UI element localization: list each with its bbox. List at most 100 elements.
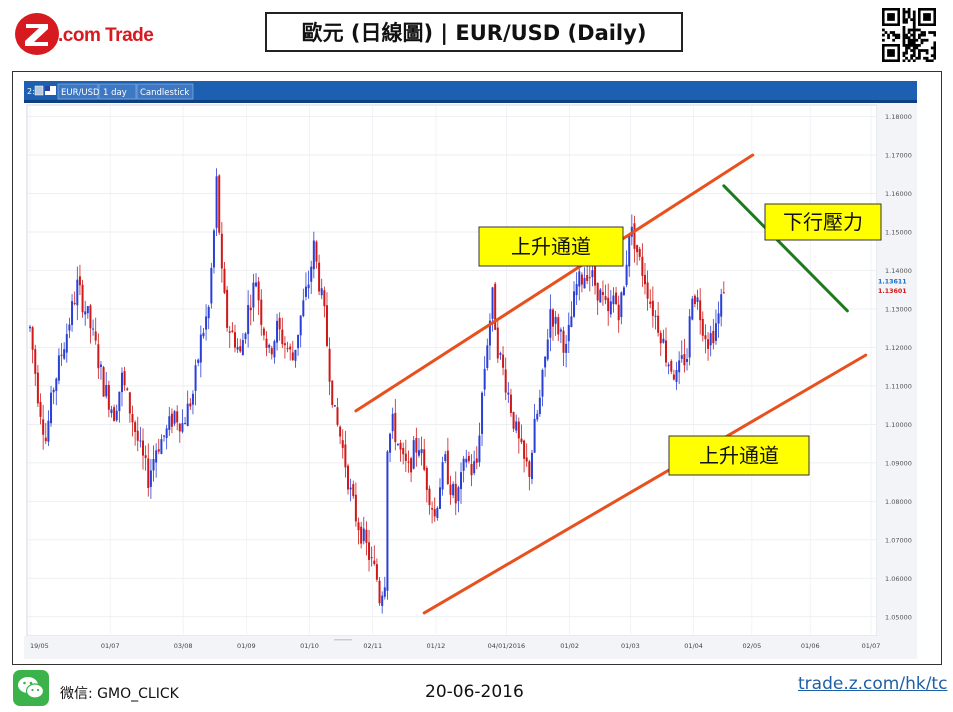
candle-body	[247, 304, 250, 335]
candle-body	[551, 309, 554, 327]
candle-body	[620, 292, 623, 318]
candle-body	[63, 349, 66, 359]
qr-module	[910, 18, 914, 22]
qr-module	[907, 8, 911, 11]
candle-body	[399, 442, 402, 450]
x-tick-label: 02/05	[743, 642, 762, 650]
qr-module	[912, 49, 916, 52]
candle-body	[638, 248, 641, 257]
qr-module	[902, 20, 906, 24]
qr-module	[907, 46, 911, 50]
candle-body	[155, 450, 158, 463]
candle-body	[149, 470, 152, 487]
qr-module	[912, 44, 916, 47]
candle-body	[438, 487, 441, 509]
candle-body	[210, 267, 213, 304]
candle-body	[178, 423, 181, 432]
qr-module	[918, 54, 921, 58]
candle-body	[659, 332, 662, 344]
logo-text-com-trade: .com Trade	[58, 25, 154, 46]
qr-module	[907, 38, 911, 42]
candle-body	[423, 449, 426, 470]
x-tick-label: 01/09	[237, 642, 256, 650]
candle-body	[499, 353, 502, 355]
qr-module	[887, 36, 890, 40]
time-axis-panel	[24, 636, 917, 659]
candle-body	[520, 438, 523, 443]
candle-body	[433, 509, 436, 517]
candle-body	[449, 484, 452, 495]
candle-body	[483, 368, 486, 390]
candle-body	[255, 282, 258, 287]
qr-module	[923, 38, 926, 42]
candle-body	[341, 440, 344, 448]
candle-body	[699, 300, 702, 321]
chart-style-tab[interactable]	[136, 83, 194, 100]
candle-body	[283, 343, 286, 346]
y-tick-label: 1.11000	[885, 382, 912, 390]
x-tick-label: 04/01/2016	[488, 642, 525, 650]
qr-module	[907, 13, 911, 16]
candle-body	[417, 450, 420, 456]
qr-module	[902, 8, 906, 11]
candle-body	[333, 405, 336, 407]
candle-body	[470, 464, 473, 476]
qr-module	[920, 33, 924, 37]
candle-body	[678, 360, 681, 373]
timeframe-tab[interactable]	[98, 83, 137, 100]
candle-body	[412, 440, 415, 469]
candle-body	[60, 354, 63, 356]
candle-body	[65, 334, 68, 353]
qr-module	[925, 49, 929, 52]
qr-module	[902, 31, 906, 34]
candle-body	[47, 420, 50, 442]
candle-body	[502, 354, 505, 368]
candle-body	[304, 286, 307, 297]
qr-module	[905, 56, 908, 60]
chart-grid	[26, 104, 878, 637]
qr-module	[905, 33, 908, 37]
candle-body	[465, 458, 468, 463]
x-tick-label: 01/12	[427, 642, 446, 650]
qr-module	[902, 38, 906, 42]
report-date: 20-06-2016	[425, 682, 524, 702]
candle-body	[123, 371, 126, 386]
candle-body	[168, 416, 171, 430]
candle-body	[609, 301, 612, 315]
candle-body	[530, 452, 533, 480]
qr-module	[902, 26, 906, 29]
qr-module	[894, 33, 898, 37]
candle-body	[444, 454, 447, 461]
candle-body	[604, 296, 607, 301]
chart-toolbar	[24, 81, 917, 102]
candle-body	[601, 292, 604, 296]
website-link[interactable]: trade.z.com/hk/tc	[798, 674, 948, 694]
candle-body	[386, 451, 389, 591]
candle-body	[52, 389, 55, 393]
candle-body	[218, 175, 221, 233]
time-scroll-marker[interactable]	[334, 639, 352, 641]
candle-body	[633, 223, 636, 249]
price-axis-panel	[877, 103, 917, 659]
candle-body	[536, 413, 539, 420]
candle-body	[383, 587, 386, 597]
candle-body	[407, 461, 410, 463]
y-tick-label: 1.09000	[885, 459, 912, 467]
candle-body	[320, 288, 323, 296]
wechat-id: 微信: GMO_CLICK	[60, 683, 179, 703]
candle-body	[176, 411, 179, 423]
candle-body	[268, 344, 271, 348]
qr-module	[910, 44, 914, 47]
candle-body	[270, 348, 273, 355]
qr-module	[920, 41, 924, 45]
instrument-list-icon[interactable]	[34, 85, 44, 96]
candle-body	[709, 333, 712, 346]
qr-module	[912, 13, 916, 16]
qr-module	[910, 28, 914, 32]
candle-body	[312, 240, 315, 270]
candle-body	[693, 295, 696, 305]
qr-module	[918, 28, 921, 32]
qr-module	[887, 33, 890, 37]
qr-module	[902, 41, 906, 45]
symbol-tab[interactable]	[57, 83, 99, 100]
